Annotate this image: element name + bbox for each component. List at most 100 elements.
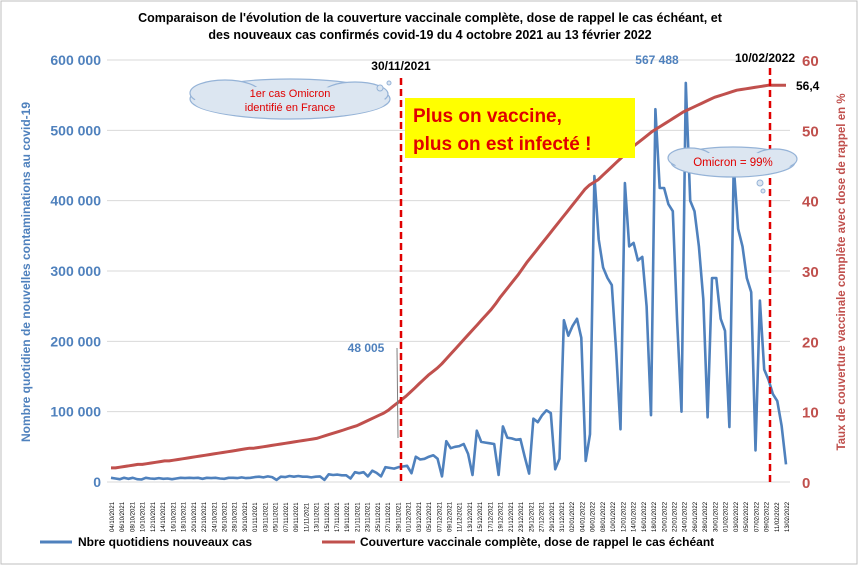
x-tick-label: 03/12/2021 bbox=[417, 501, 423, 532]
x-tick-label: 16/01/2022 bbox=[642, 501, 648, 532]
x-tick-label: 13/12/2021 bbox=[468, 501, 474, 532]
date-marker-label-2: 10/02/2022 bbox=[735, 51, 795, 65]
data-label-56-4: 56,4 bbox=[796, 79, 820, 93]
x-tick-label: 20/10/2021 bbox=[192, 501, 198, 532]
y-left-tick-label: 100 000 bbox=[50, 404, 101, 420]
x-tick-label: 26/01/2022 bbox=[693, 501, 699, 532]
x-tick-label: 26/10/2021 bbox=[223, 501, 229, 532]
y-right-tick-label: 30 bbox=[802, 264, 819, 281]
x-tick-label: 12/01/2022 bbox=[621, 501, 627, 532]
x-tick-label: 25/12/2021 bbox=[529, 501, 535, 532]
x-tick-label: 10/10/2021 bbox=[141, 501, 147, 532]
y-right-tick-label: 60 bbox=[802, 53, 819, 70]
y-left-tick-label: 500 000 bbox=[50, 122, 101, 138]
headline-line-1: Plus on vaccine, bbox=[413, 106, 562, 127]
x-tick-label: 04/01/2022 bbox=[580, 501, 586, 532]
x-tick-label: 05/02/2022 bbox=[744, 501, 750, 532]
data-label-567488: 567 488 bbox=[635, 53, 679, 67]
x-tick-label: 06/01/2022 bbox=[591, 501, 597, 532]
headline-box: Plus on vaccine, plus on est infecté ! bbox=[405, 98, 635, 158]
x-tick-label: 08/10/2021 bbox=[130, 501, 136, 532]
x-tick-label: 10/01/2022 bbox=[611, 501, 617, 532]
legend-label-cases: Nbre quotidiens nouveaux cas bbox=[78, 535, 252, 549]
x-tick-label: 14/01/2022 bbox=[632, 501, 638, 532]
headline-background bbox=[405, 98, 635, 158]
x-tick-label: 24/10/2021 bbox=[212, 501, 218, 532]
x-tick-label: 09/12/2021 bbox=[448, 501, 454, 532]
x-tick-label: 29/11/2021 bbox=[396, 502, 402, 532]
y-left-axis-label: Nombre quotidien de nouvelles contaminat… bbox=[19, 102, 33, 442]
x-tick-label: 31/12/2021 bbox=[560, 501, 566, 532]
x-tick-label: 24/01/2022 bbox=[683, 501, 689, 532]
series-line-cases bbox=[110, 81, 788, 482]
x-tick-label: 15/12/2021 bbox=[478, 501, 484, 532]
cloud-text-line-1: 1er cas Omicron bbox=[250, 88, 331, 100]
x-tick-label: 15/11/2021 bbox=[325, 502, 331, 532]
x-tick-label: 16/10/2021 bbox=[171, 501, 177, 532]
y-left-tick-label: 200 000 bbox=[50, 333, 101, 349]
x-axis-ticks: 04/10/2021 06/10/2021 08/10/2021 10/10/2021… bbox=[110, 501, 791, 532]
left-axis-ticks: 0 100 000 200 000 300 000 400 000 500 000 600 … bbox=[50, 52, 101, 490]
x-tick-label: 23/12/2021 bbox=[519, 501, 525, 532]
cloud-callout-omicron-99: Omicron = 99% bbox=[667, 146, 798, 194]
x-tick-label: 07/02/2022 bbox=[754, 501, 760, 532]
x-tick-label: 18/01/2022 bbox=[652, 501, 658, 532]
x-tick-label: 07/12/2021 bbox=[437, 501, 443, 532]
x-tick-label: 03/02/2022 bbox=[734, 501, 740, 532]
x-tick-label: 29/12/2021 bbox=[550, 501, 556, 532]
x-tick-label: 08/01/2022 bbox=[601, 501, 607, 532]
x-tick-label: 11/11/2021 bbox=[304, 502, 310, 532]
chart-title-line-1: Comparaison de l'évolution de la couvert… bbox=[138, 11, 723, 25]
y-right-tick-label: 0 bbox=[802, 475, 810, 492]
x-tick-label: 04/10/2021 bbox=[110, 501, 116, 532]
x-tick-label: 20/01/2022 bbox=[662, 501, 668, 532]
x-tick-label: 17/11/2021 bbox=[335, 502, 341, 532]
data-label-48005: 48 005 bbox=[348, 341, 385, 355]
x-tick-label: 03/11/2021 bbox=[263, 502, 269, 532]
x-tick-label: 21/12/2021 bbox=[509, 501, 515, 532]
y-right-tick-label: 40 bbox=[802, 194, 819, 211]
y-right-axis-label: Taux de couverture vaccinale complète av… bbox=[836, 93, 848, 450]
x-tick-label: 13/02/2022 bbox=[785, 501, 791, 532]
x-tick-label: 14/10/2021 bbox=[161, 501, 167, 532]
y-left-tick-label: 400 000 bbox=[50, 193, 101, 209]
x-tick-label: 01/11/2021 bbox=[253, 502, 259, 532]
x-tick-label: 28/10/2021 bbox=[233, 501, 239, 532]
x-tick-label: 01/02/2022 bbox=[724, 501, 730, 532]
y-right-tick-label: 20 bbox=[802, 334, 819, 351]
y-left-tick-label: 600 000 bbox=[50, 52, 101, 68]
x-tick-label: 11/12/2021 bbox=[458, 502, 464, 532]
x-tick-label: 05/11/2021 bbox=[274, 502, 280, 532]
x-tick-label: 19/12/2021 bbox=[499, 501, 505, 532]
x-tick-label: 07/11/2021 bbox=[284, 502, 290, 532]
x-tick-label: 27/12/2021 bbox=[540, 501, 546, 532]
x-tick-label: 17/12/2021 bbox=[488, 501, 494, 532]
x-tick-label: 09/02/2022 bbox=[765, 501, 771, 532]
headline-line-2: plus on est infecté ! bbox=[413, 134, 591, 155]
x-tick-label: 30/01/2022 bbox=[713, 501, 719, 532]
x-tick-label: 22/01/2022 bbox=[673, 501, 679, 532]
x-tick-label: 21/11/2021 bbox=[355, 502, 361, 532]
x-tick-label: 06/10/2021 bbox=[120, 501, 126, 532]
x-tick-label: 22/10/2021 bbox=[202, 501, 208, 532]
y-right-tick-label: 10 bbox=[802, 405, 819, 422]
x-tick-label: 01/12/2021 bbox=[407, 501, 413, 532]
x-tick-label: 18/10/2021 bbox=[182, 501, 188, 532]
chart-title-line-2: des nouveaux cas confirmés covid-19 du 4… bbox=[208, 28, 651, 42]
x-tick-label: 13/11/2021 bbox=[315, 502, 321, 532]
cloud-text-99: Omicron = 99% bbox=[693, 157, 773, 169]
x-tick-label: 27/11/2021 bbox=[386, 502, 392, 532]
cloud-text-line-2: identifié en France bbox=[245, 102, 336, 114]
legend-label-coverage: Couverture vaccinale complète, dose de r… bbox=[360, 535, 714, 549]
x-tick-label: 30/10/2021 bbox=[243, 501, 249, 532]
x-tick-label: 05/12/2021 bbox=[427, 501, 433, 532]
legend: Nbre quotidiens nouveaux cas Couverture … bbox=[40, 535, 714, 549]
x-tick-label: 11/02/2022 bbox=[775, 502, 781, 532]
y-left-tick-label: 0 bbox=[93, 474, 101, 490]
date-marker-label-1: 30/11/2021 bbox=[371, 59, 431, 73]
cloud-callout-omicron-first: 1er cas Omicron identifié en France bbox=[189, 78, 392, 120]
data-label-leader bbox=[396, 347, 399, 439]
x-tick-label: 25/11/2021 bbox=[376, 502, 382, 532]
